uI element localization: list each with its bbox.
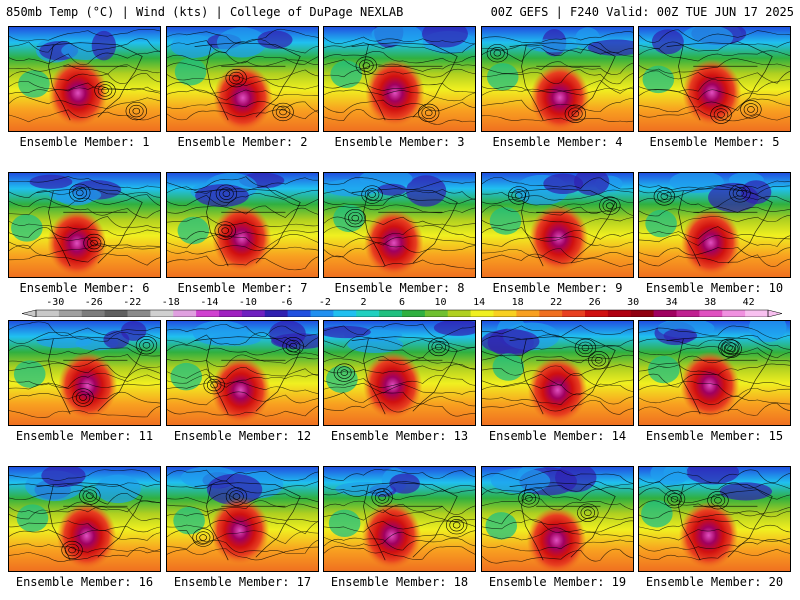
colorbar-swatch — [676, 310, 700, 317]
ensemble-member-caption: Ensemble Member: 5 — [649, 135, 780, 149]
ensemble-member-map — [8, 320, 161, 426]
colorbar-tick-label: 2 — [360, 297, 367, 308]
colorbar-swatch — [745, 310, 769, 317]
colorbar-swatch — [493, 310, 517, 317]
ensemble-member-caption: Ensemble Member: 14 — [488, 429, 627, 443]
colorbar-tick-label: -10 — [238, 297, 257, 308]
ensemble-member-caption: Ensemble Member: 16 — [15, 575, 154, 589]
colorbar-swatch — [333, 310, 357, 317]
ensemble-member-caption: Ensemble Member: 13 — [330, 429, 469, 443]
colorbar-swatch — [516, 310, 540, 317]
colorbar-swatch — [653, 310, 677, 317]
header: 850mb Temp (°C) | Wind (kts) | College o… — [0, 0, 800, 22]
ensemble-member-map — [8, 172, 161, 278]
ensemble-member-map — [166, 320, 319, 426]
colorbar-max-arrow — [767, 309, 782, 317]
colorbar-tick-label: -30 — [46, 297, 65, 308]
colorbar-swatch — [470, 310, 494, 317]
colorbar-swatch — [264, 310, 289, 317]
ensemble-member-map — [166, 466, 319, 572]
ensemble-member-caption: Ensemble Member: 19 — [488, 575, 627, 589]
colorbar-tick-label: 10 — [434, 297, 447, 308]
colorbar-tick-label: 34 — [665, 297, 678, 308]
colorbar-swatch — [562, 310, 586, 317]
colorbar-tick-label: -14 — [200, 297, 219, 308]
colorbar-tick-label: 42 — [742, 297, 755, 308]
ensemble-member-map — [638, 320, 791, 426]
colorbar-tick-label: 6 — [398, 297, 406, 308]
ensemble-member-map — [323, 466, 476, 572]
colorbar-swatch — [104, 310, 128, 317]
colorbar-swatch — [585, 310, 609, 317]
ensemble-member-caption: Ensemble Member: 20 — [645, 575, 784, 589]
ensemble-member-map — [323, 26, 476, 132]
colorbar-tick-label: 38 — [704, 297, 717, 308]
valid-time: 00Z GEFS | F240 Valid: 00Z TUE JUN 17 20… — [490, 5, 794, 19]
ensemble-member-caption: Ensemble Member: 15 — [645, 429, 784, 443]
colorbar-swatch — [310, 310, 334, 317]
ensemble-member-map — [638, 466, 791, 572]
ensemble-member-map — [638, 172, 791, 278]
ensemble-member-map — [166, 26, 319, 132]
ensemble-member-caption: Ensemble Member: 7 — [177, 281, 308, 295]
ensemble-member-caption: Ensemble Member: 8 — [334, 281, 465, 295]
colorbar-swatch — [539, 310, 563, 317]
ensemble-member-caption: Ensemble Member: 11 — [15, 429, 154, 443]
colorbar-tick-label: -26 — [84, 297, 103, 308]
colorbar-swatch — [127, 310, 151, 317]
ensemble-member-map — [8, 26, 161, 132]
ensemble-member-map — [323, 172, 476, 278]
ensemble-member-map — [481, 466, 634, 572]
ensemble-member-map — [166, 172, 319, 278]
colorbar-min-arrow — [22, 309, 37, 317]
colorbar-swatch — [379, 310, 403, 317]
ensemble-member-caption: Ensemble Member: 9 — [492, 281, 623, 295]
colorbar-swatch — [356, 310, 380, 317]
ensemble-member-map — [323, 320, 476, 426]
ensemble-member-map — [481, 320, 634, 426]
colorbar-swatch — [424, 310, 449, 317]
colorbar-swatch — [402, 310, 426, 317]
ensemble-member-caption: Ensemble Member: 2 — [177, 135, 308, 149]
ensemble-member-caption: Ensemble Member: 4 — [492, 135, 623, 149]
ensemble-member-caption: Ensemble Member: 6 — [19, 281, 150, 295]
ensemble-member-map — [638, 26, 791, 132]
ensemble-member-caption: Ensemble Member: 1 — [19, 135, 150, 149]
ensemble-member-map — [481, 172, 634, 278]
colorbar-swatch — [36, 310, 60, 317]
colorbar-tick-label: -22 — [123, 297, 142, 308]
colorbar-swatch — [219, 310, 243, 317]
temperature-colorbar — [22, 309, 782, 317]
colorbar-swatch — [630, 310, 655, 317]
ensemble-member-map — [8, 466, 161, 572]
colorbar-swatch — [607, 310, 632, 317]
colorbar-tick-label: -6 — [280, 297, 293, 308]
colorbar-tick-label: 26 — [588, 297, 601, 308]
colorbar-tick-label: 30 — [627, 297, 640, 308]
colorbar-tick-label: 22 — [550, 297, 563, 308]
ensemble-member-caption: Ensemble Member: 12 — [173, 429, 312, 443]
map-title: 850mb Temp (°C) | Wind (kts) | College o… — [6, 5, 404, 19]
ensemble-member-caption: Ensemble Member: 10 — [645, 281, 784, 295]
colorbar-swatch — [447, 310, 472, 317]
colorbar-swatch — [241, 310, 266, 317]
colorbar-swatch — [173, 310, 197, 317]
ensemble-member-caption: Ensemble Member: 17 — [173, 575, 312, 589]
ensemble-member-caption: Ensemble Member: 18 — [330, 575, 469, 589]
colorbar-outline — [35, 309, 769, 317]
colorbar-tick-label: -2 — [318, 297, 331, 308]
ensemble-member-caption: Ensemble Member: 3 — [334, 135, 465, 149]
colorbar-swatch — [150, 310, 174, 317]
colorbar-swatch — [81, 310, 106, 317]
colorbar-swatch — [58, 310, 83, 317]
colorbar-labels: -30 -26 -22 -18 -14 -10 -6 -2 2 6 10 14 18 22 26 30 34 38… — [22, 297, 782, 309]
colorbar-swatch — [196, 310, 220, 317]
colorbar-swatch — [287, 310, 311, 317]
colorbar-tick-label: -18 — [161, 297, 180, 308]
ensemble-member-map — [481, 26, 634, 132]
colorbar-swatch — [722, 310, 746, 317]
colorbar-tick-label: 18 — [511, 297, 524, 308]
colorbar-swatch — [699, 310, 723, 317]
colorbar-tick-label: 14 — [473, 297, 486, 308]
